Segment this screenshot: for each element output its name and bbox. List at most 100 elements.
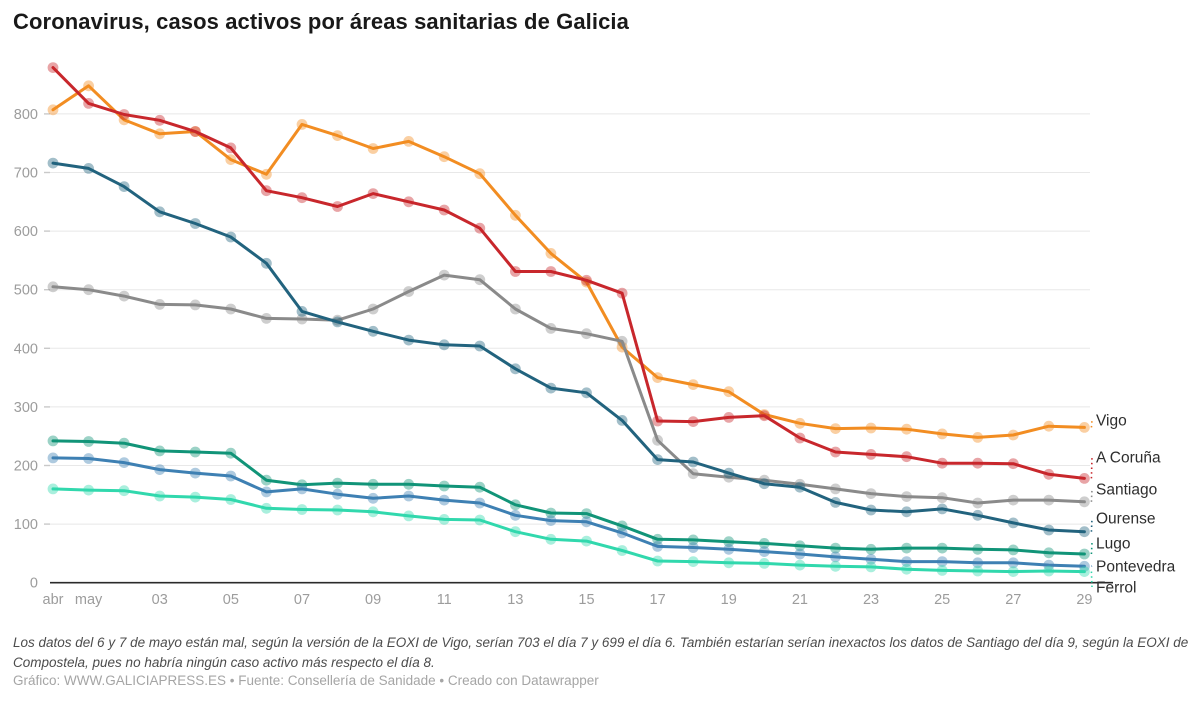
- data-point[interactable]: [83, 484, 94, 496]
- data-point[interactable]: [296, 306, 308, 317]
- data-point[interactable]: [189, 299, 201, 311]
- data-point[interactable]: [901, 491, 912, 502]
- data-point[interactable]: [367, 492, 379, 504]
- data-point[interactable]: [545, 323, 557, 334]
- data-point[interactable]: [616, 335, 628, 347]
- data-point[interactable]: [723, 467, 735, 479]
- data-point[interactable]: [652, 454, 663, 465]
- data-point[interactable]: [1043, 420, 1055, 432]
- data-point[interactable]: [581, 387, 592, 399]
- data-point[interactable]: [723, 536, 735, 548]
- data-point[interactable]: [687, 556, 699, 567]
- data-point[interactable]: [154, 464, 166, 475]
- data-point[interactable]: [830, 483, 841, 495]
- data-point[interactable]: [367, 303, 379, 315]
- data-point[interactable]: [901, 542, 912, 554]
- data-point[interactable]: [1079, 422, 1090, 433]
- data-point[interactable]: [972, 543, 984, 555]
- series-line-ourense[interactable]: [51, 161, 1086, 534]
- data-point[interactable]: [936, 556, 948, 567]
- series-line-vigo[interactable]: [51, 84, 1086, 439]
- data-point[interactable]: [83, 436, 94, 447]
- data-point[interactable]: [510, 526, 521, 538]
- data-point[interactable]: [545, 515, 557, 526]
- data-point[interactable]: [225, 470, 237, 482]
- data-point[interactable]: [581, 328, 592, 340]
- data-point[interactable]: [403, 286, 415, 297]
- data-point[interactable]: [794, 548, 806, 560]
- data-point[interactable]: [332, 477, 343, 489]
- data-point[interactable]: [510, 509, 521, 521]
- data-point[interactable]: [474, 222, 486, 234]
- data-point[interactable]: [189, 126, 201, 137]
- data-point[interactable]: [118, 457, 130, 468]
- data-point[interactable]: [936, 428, 948, 440]
- data-point[interactable]: [332, 316, 343, 328]
- data-point[interactable]: [403, 510, 415, 522]
- data-point[interactable]: [723, 412, 735, 423]
- data-point[interactable]: [901, 506, 912, 518]
- data-point[interactable]: [403, 334, 415, 346]
- data-point[interactable]: [545, 248, 557, 259]
- data-point[interactable]: [545, 533, 557, 545]
- data-point[interactable]: [652, 434, 663, 446]
- data-point[interactable]: [652, 415, 663, 427]
- data-point[interactable]: [296, 313, 308, 325]
- data-point[interactable]: [403, 490, 415, 502]
- data-point[interactable]: [581, 535, 592, 547]
- data-point[interactable]: [687, 468, 699, 480]
- data-point[interactable]: [581, 516, 592, 528]
- data-point[interactable]: [403, 196, 415, 208]
- data-point[interactable]: [794, 559, 806, 571]
- data-point[interactable]: [723, 543, 735, 555]
- data-point[interactable]: [972, 565, 984, 577]
- data-point[interactable]: [1043, 565, 1055, 577]
- data-point[interactable]: [438, 269, 450, 281]
- data-point[interactable]: [901, 423, 912, 435]
- data-point[interactable]: [758, 538, 770, 549]
- data-point[interactable]: [189, 218, 201, 229]
- data-point[interactable]: [118, 181, 130, 193]
- data-point[interactable]: [830, 423, 841, 434]
- data-point[interactable]: [758, 410, 770, 422]
- data-point[interactable]: [865, 488, 877, 499]
- data-point[interactable]: [972, 557, 984, 569]
- data-point[interactable]: [474, 481, 486, 493]
- data-point[interactable]: [1007, 494, 1019, 506]
- data-point[interactable]: [154, 445, 166, 457]
- data-point[interactable]: [83, 98, 94, 109]
- data-point[interactable]: [47, 104, 59, 116]
- data-point[interactable]: [865, 504, 877, 516]
- data-point[interactable]: [47, 435, 59, 447]
- data-point[interactable]: [474, 497, 486, 509]
- data-point[interactable]: [687, 534, 699, 546]
- data-point[interactable]: [1043, 494, 1055, 506]
- data-point[interactable]: [261, 257, 272, 269]
- data-point[interactable]: [118, 290, 130, 302]
- data-point[interactable]: [972, 497, 984, 509]
- data-point[interactable]: [652, 541, 663, 552]
- data-point[interactable]: [758, 558, 770, 569]
- data-point[interactable]: [261, 313, 272, 324]
- data-point[interactable]: [403, 136, 415, 147]
- data-point[interactable]: [474, 274, 486, 286]
- data-point[interactable]: [118, 109, 130, 120]
- data-point[interactable]: [47, 483, 59, 495]
- data-point[interactable]: [1043, 468, 1055, 480]
- data-point[interactable]: [1043, 547, 1055, 559]
- data-point[interactable]: [758, 478, 770, 490]
- data-point[interactable]: [296, 119, 308, 130]
- data-point[interactable]: [1079, 548, 1090, 560]
- data-point[interactable]: [367, 506, 379, 518]
- data-point[interactable]: [830, 446, 841, 458]
- data-point[interactable]: [118, 114, 130, 126]
- data-point[interactable]: [296, 479, 308, 491]
- data-point[interactable]: [1007, 557, 1019, 569]
- data-point[interactable]: [154, 206, 166, 218]
- data-point[interactable]: [972, 432, 984, 443]
- data-point[interactable]: [936, 542, 948, 554]
- data-point[interactable]: [83, 163, 94, 174]
- data-point[interactable]: [652, 555, 663, 567]
- data-point[interactable]: [261, 502, 272, 514]
- data-point[interactable]: [865, 422, 877, 434]
